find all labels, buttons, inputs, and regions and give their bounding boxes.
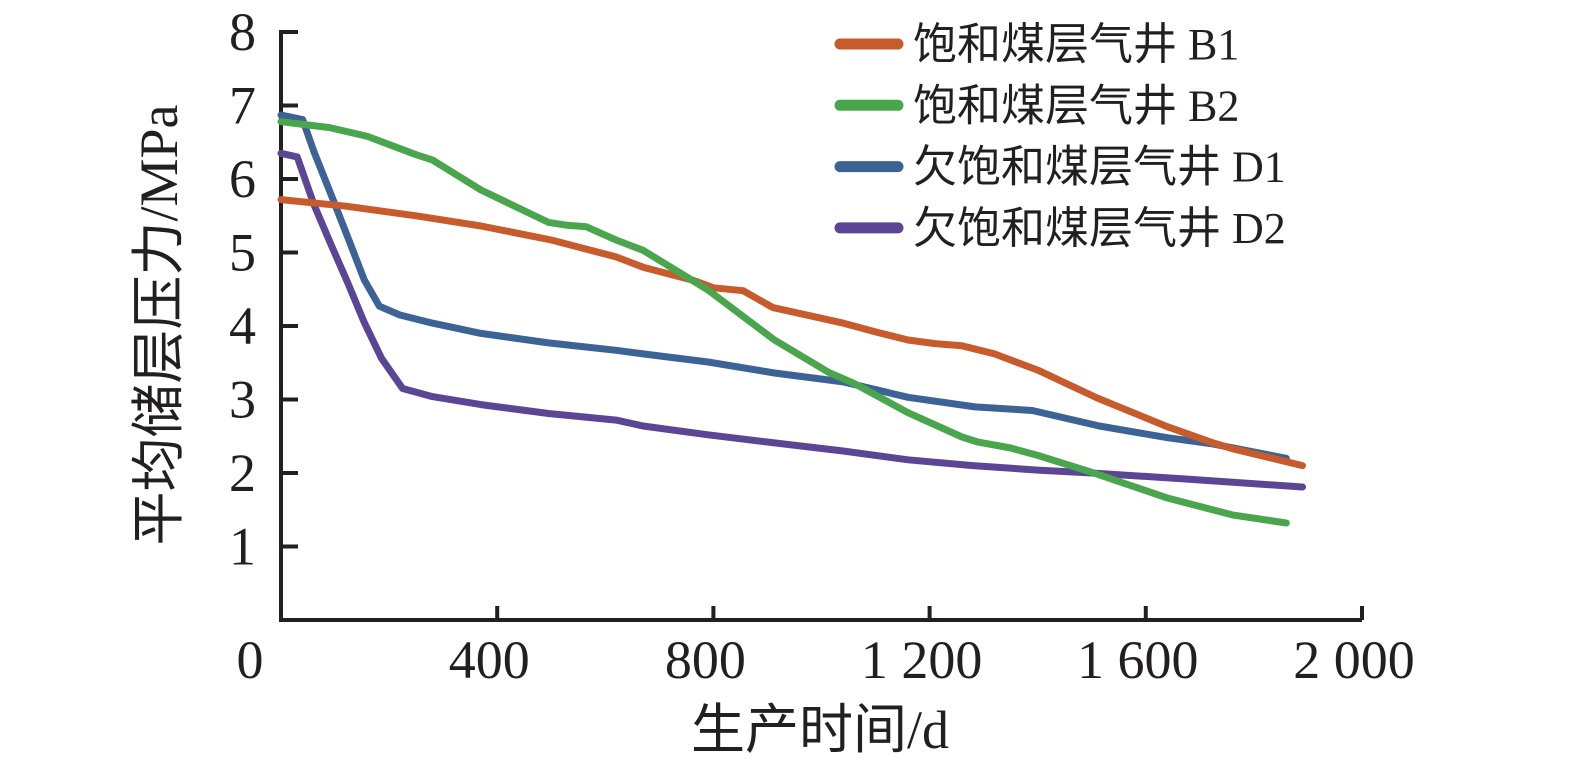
x-tick-label: 800	[665, 630, 746, 690]
y-tick-label: 8	[229, 2, 256, 62]
legend: 饱和煤层气井 B1 饱和煤层气井 B2 欠饱和煤层气井 D1 欠饱和煤层气井 D2	[834, 20, 1286, 253]
legend-item: 欠饱和煤层气井 D2	[834, 204, 1286, 253]
y-tick-label: 2	[229, 443, 256, 503]
legend-label: 饱和煤层气井 B2	[913, 81, 1239, 130]
axis-spine	[279, 30, 1362, 622]
x-tick-label: 2 000	[1293, 630, 1415, 690]
series-line-2	[277, 118, 1290, 527]
legend-label: 饱和煤层气井 B1	[913, 20, 1239, 69]
legend-item: 饱和煤层气井 B1	[834, 20, 1239, 69]
x-tick-labels: 0 400 800 1 200 1 600 2 000	[237, 630, 1415, 690]
legend-item: 欠饱和煤层气井 D1	[834, 143, 1286, 192]
series-line-1	[277, 196, 1306, 470]
series-line-3	[277, 111, 1290, 462]
x-tick-label: 0	[237, 630, 264, 690]
x-tick-label: 400	[449, 630, 530, 690]
y-tick-label: 4	[229, 296, 256, 356]
x-tick-label: 1 200	[861, 630, 983, 690]
x-tick-label: 1 600	[1077, 630, 1199, 690]
y-tick-label: 7	[229, 76, 256, 136]
series-line-4	[277, 149, 1306, 491]
y-tick-label: 1	[229, 517, 256, 577]
y-tick-label: 5	[229, 223, 256, 283]
y-tick-label: 6	[229, 149, 256, 209]
legend-item: 饱和煤层气井 B2	[834, 81, 1239, 130]
y-tick-labels: 1 2 3 4 5 6 7 8	[229, 2, 256, 577]
legend-label: 欠饱和煤层气井 D2	[913, 204, 1286, 253]
y-tick-label: 3	[229, 370, 256, 430]
axes	[279, 30, 1364, 622]
legend-label: 欠饱和煤层气井 D1	[913, 143, 1286, 192]
x-axis-title: 生产时间/d	[691, 700, 949, 760]
data-series	[277, 111, 1306, 527]
y-axis-title: 平均储层压力/MPa	[129, 104, 189, 545]
